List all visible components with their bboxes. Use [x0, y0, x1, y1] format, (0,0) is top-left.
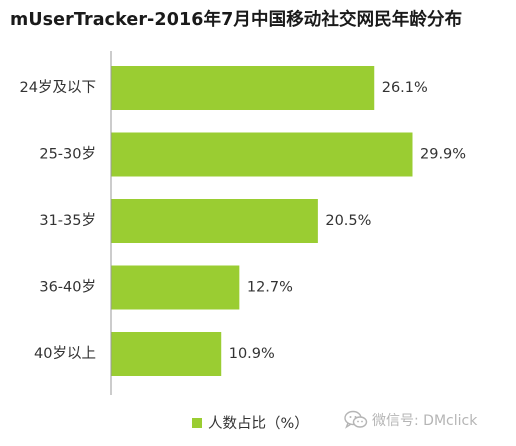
value-label: 29.9% [420, 147, 466, 163]
watermark: 微信号: DMclick [344, 410, 477, 430]
bar [111, 265, 240, 310]
legend: 人数占比（%） [192, 412, 309, 433]
legend-label: 人数占比（%） [208, 416, 309, 432]
category-labels-group: 24岁及以下 25-30岁 31-35岁 36-40岁 40岁以上 [20, 79, 96, 362]
value-label: 10.9% [229, 346, 275, 362]
bar [111, 199, 318, 243]
legend-swatch [192, 417, 202, 428]
bars-group [111, 66, 413, 376]
value-label: 20.5% [325, 213, 371, 229]
value-labels-group: 26.1% 29.9% 20.5% 12.7% 10.9% [229, 80, 466, 362]
bar [111, 332, 222, 376]
bar [111, 66, 375, 110]
wechat-icon [344, 410, 368, 429]
category-label: 40岁以上 [34, 345, 96, 362]
category-label: 25-30岁 [39, 146, 96, 163]
watermark-text: 微信号: DMclick [372, 413, 478, 429]
value-label: 26.1% [382, 80, 428, 96]
chart-title: mUserTracker-2016年7月中国移动社交网民年龄分布 [10, 10, 463, 30]
category-label: 24岁及以下 [20, 79, 96, 96]
category-label: 36-40岁 [39, 279, 96, 296]
bar [111, 132, 413, 177]
value-label: 12.7% [247, 280, 293, 296]
category-label: 31-35岁 [39, 212, 96, 229]
